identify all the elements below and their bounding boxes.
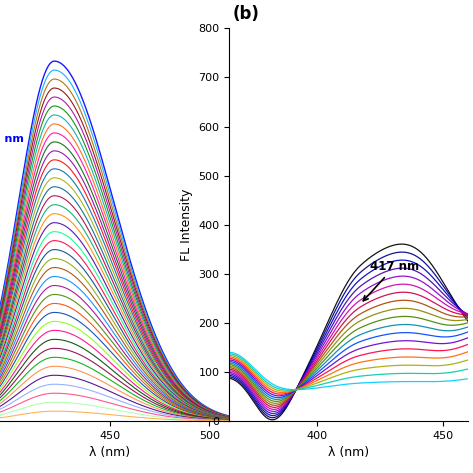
X-axis label: λ (nm): λ (nm) [89,446,131,459]
Text: 5 nm: 5 nm [0,134,24,144]
Text: (b): (b) [233,5,259,23]
Y-axis label: FL Intensity: FL Intensity [180,188,193,261]
X-axis label: λ (nm): λ (nm) [328,446,369,459]
Text: 417 nm: 417 nm [363,260,420,301]
